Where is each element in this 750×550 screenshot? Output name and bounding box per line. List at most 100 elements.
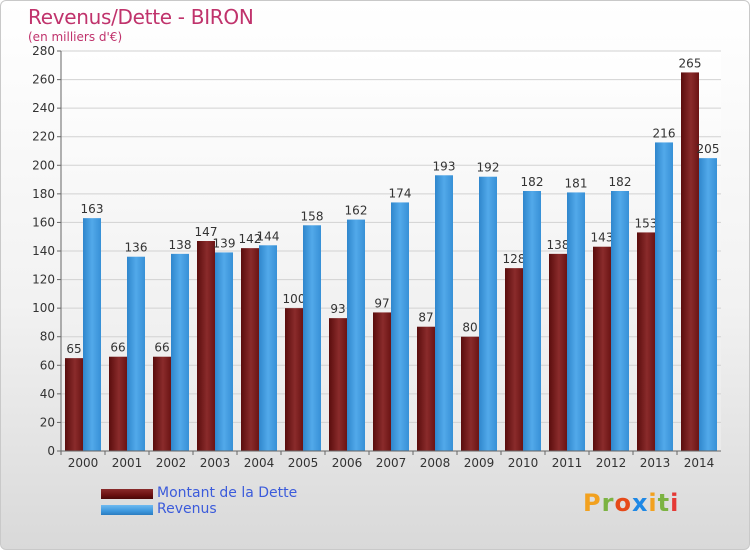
bar-dette-2003 — [197, 241, 215, 451]
data-label-dette-2011: 138 — [547, 238, 570, 252]
bar-dette-2006 — [329, 318, 347, 451]
x-tick-label: 2002 — [156, 456, 187, 470]
bar-revenus-2014 — [699, 158, 717, 451]
x-tick-label: 2005 — [288, 456, 319, 470]
chart-title: Revenus/Dette - BIRON — [28, 5, 254, 29]
x-tick-label: 2004 — [244, 456, 275, 470]
data-label-revenus-2005: 158 — [301, 209, 324, 223]
x-tick-label: 2010 — [508, 456, 539, 470]
data-label-revenus-2003: 139 — [213, 236, 236, 250]
y-tick-label: 200 — [32, 158, 55, 172]
legend-swatch-dette — [101, 489, 153, 499]
data-label-revenus-2006: 162 — [345, 204, 368, 218]
y-tick-label: 180 — [32, 187, 55, 201]
data-label-revenus-2009: 192 — [477, 161, 500, 175]
bar-dette-2004 — [241, 248, 259, 451]
data-label-revenus-2008: 193 — [433, 159, 456, 173]
y-tick-label: 240 — [32, 101, 55, 115]
y-tick-label: 40 — [40, 387, 55, 401]
bar-dette-2005 — [285, 308, 303, 451]
x-tick-label: 2006 — [332, 456, 363, 470]
logo-letter: t — [657, 489, 671, 517]
bar-dette-2011 — [549, 253, 567, 451]
legend-swatch-revenus — [101, 505, 153, 515]
bar-dette-2010 — [505, 268, 523, 451]
y-tick-label: 220 — [32, 130, 55, 144]
bar-dette-2000 — [65, 358, 83, 451]
y-tick-label: 100 — [32, 301, 55, 315]
legend-label-revenus: Revenus — [157, 501, 217, 517]
bar-revenus-2012 — [611, 191, 629, 451]
x-tick-label: 2007 — [376, 456, 407, 470]
bar-revenus-2000 — [83, 218, 101, 451]
data-label-dette-2008: 87 — [418, 311, 433, 325]
data-label-revenus-2012: 182 — [609, 175, 632, 189]
legend-label-dette: Montant de la Dette — [157, 485, 298, 501]
bar-dette-2002 — [153, 356, 171, 451]
data-label-dette-2007: 97 — [374, 296, 389, 310]
data-label-dette-2000: 65 — [66, 342, 81, 356]
logo-letter: P — [583, 489, 602, 517]
data-label-dette-2003: 147 — [195, 225, 218, 239]
logo-letter: x — [631, 489, 649, 517]
data-label-revenus-2010: 182 — [521, 175, 544, 189]
bar-revenus-2001 — [127, 256, 145, 451]
x-tick-label: 2011 — [552, 456, 583, 470]
data-label-dette-2009: 80 — [462, 321, 477, 335]
data-label-revenus-2007: 174 — [389, 186, 412, 200]
bar-dette-2012 — [593, 246, 611, 451]
data-label-dette-2001: 66 — [110, 341, 125, 355]
bar-revenus-2003 — [215, 252, 233, 451]
data-label-dette-2014: 265 — [679, 56, 702, 70]
data-label-revenus-2001: 136 — [125, 241, 148, 255]
bar-dette-2013 — [637, 232, 655, 451]
bar-dette-2009 — [461, 336, 479, 451]
bar-dette-2014 — [681, 72, 699, 451]
logo-letter: o — [614, 489, 632, 517]
x-tick-label: 2014 — [684, 456, 715, 470]
x-axis-ticks: 2000 2001 2002 2003 2004 2005 2006 2007 2008 2009… — [60, 451, 715, 470]
y-tick-label: 280 — [32, 44, 55, 58]
data-label-dette-2006: 93 — [330, 302, 345, 316]
y-tick-label: 80 — [40, 330, 55, 344]
bar-revenus-2009 — [479, 176, 497, 451]
data-label-dette-2012: 143 — [591, 231, 614, 245]
bar-revenus-2008 — [435, 175, 453, 452]
data-label-dette-2010: 128 — [503, 252, 526, 266]
y-axis-ticks: 0 20 40 60 80 100 120 140 160 180 200 220 240 260 280 — [32, 44, 61, 458]
chart-subtitle: (en milliers d'€) — [28, 30, 123, 44]
y-tick-label: 60 — [40, 358, 55, 372]
bar-revenus-2013 — [655, 142, 673, 451]
y-tick-label: 0 — [47, 444, 55, 458]
x-tick-label: 2008 — [420, 456, 451, 470]
data-label-revenus-2013: 216 — [653, 126, 676, 140]
bar-revenus-2007 — [391, 202, 409, 451]
logo-letter: r — [601, 489, 615, 517]
y-tick-label: 120 — [32, 273, 55, 287]
x-tick-label: 2000 — [68, 456, 99, 470]
data-label-revenus-2002: 138 — [169, 238, 192, 252]
x-tick-label: 2012 — [596, 456, 627, 470]
y-tick-label: 260 — [32, 73, 55, 87]
x-tick-label: 2003 — [200, 456, 231, 470]
x-tick-label: 2013 — [640, 456, 671, 470]
bar-revenus-2011 — [567, 192, 585, 451]
data-label-dette-2002: 66 — [154, 341, 169, 355]
bar-dette-2008 — [417, 326, 435, 451]
x-tick-label: 2009 — [464, 456, 495, 470]
y-tick-label: 160 — [32, 215, 55, 229]
data-label-revenus-2014: 205 — [697, 142, 720, 156]
bar-revenus-2010 — [523, 191, 541, 451]
data-label-revenus-2011: 181 — [565, 176, 588, 190]
logo-letter: i — [670, 489, 680, 517]
bar-dette-2001 — [109, 356, 127, 451]
data-label-dette-2004: 142 — [239, 232, 262, 246]
proxiti-logo: Proxiti — [583, 489, 679, 517]
data-label-revenus-2004: 144 — [257, 229, 280, 243]
y-tick-label: 20 — [40, 415, 55, 429]
bar-revenus-2002 — [171, 253, 189, 451]
data-label-dette-2013: 153 — [635, 216, 658, 230]
bar-revenus-2004 — [259, 245, 277, 451]
